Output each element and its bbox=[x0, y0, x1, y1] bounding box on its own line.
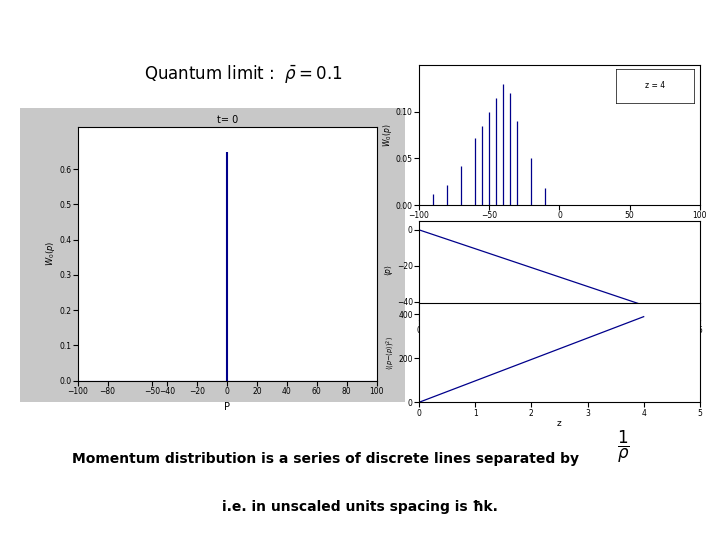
X-axis label: z: z bbox=[557, 419, 562, 428]
X-axis label: z: z bbox=[557, 336, 562, 345]
Text: i.e. in unscaled units spacing is ħk.: i.e. in unscaled units spacing is ħk. bbox=[222, 500, 498, 514]
Y-axis label: $\langle(p{-}\langle p\rangle)^2\rangle$: $\langle(p{-}\langle p\rangle)^2\rangle$ bbox=[384, 336, 397, 370]
Text: Momentum distribution is a series of discrete lines separated by: Momentum distribution is a series of dis… bbox=[72, 452, 579, 466]
X-axis label: p: p bbox=[557, 222, 562, 231]
Y-axis label: $\langle p \rangle$: $\langle p \rangle$ bbox=[382, 264, 395, 276]
Text: Quantum limit :  $\bar{\rho} = 0.1$: Quantum limit : $\bar{\rho} = 0.1$ bbox=[144, 63, 343, 85]
Y-axis label: $W_0(p)$: $W_0(p)$ bbox=[382, 123, 395, 147]
Y-axis label: $W_0(p)$: $W_0(p)$ bbox=[44, 241, 57, 267]
Text: Spontaneous Emission Models: Spontaneous Emission Models bbox=[194, 12, 526, 32]
Text: $\dfrac{1}{\rho}$: $\dfrac{1}{\rho}$ bbox=[616, 429, 629, 465]
Title: t= 0: t= 0 bbox=[217, 114, 238, 125]
X-axis label: P: P bbox=[224, 402, 230, 411]
